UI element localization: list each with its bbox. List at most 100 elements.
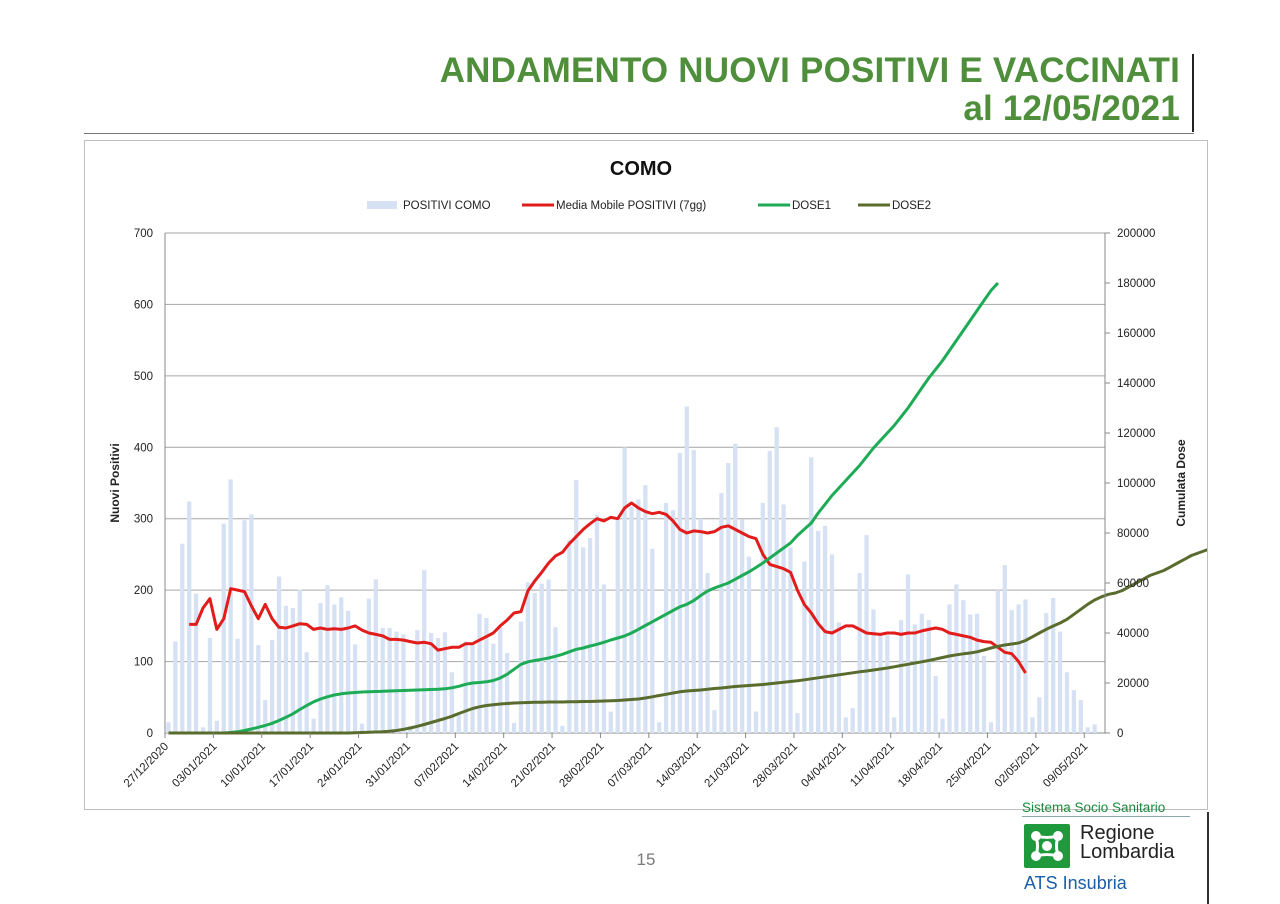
y2-tick-label: 120000: [1117, 428, 1155, 440]
bar: [912, 624, 918, 733]
rosa-camuna-icon: [1024, 824, 1070, 868]
bar: [311, 718, 316, 733]
y2-tick-label: 140000: [1117, 378, 1155, 390]
bar: [816, 530, 821, 733]
bar: [601, 584, 607, 733]
bar: [643, 485, 648, 733]
bar: [256, 645, 261, 733]
bar: [774, 427, 779, 733]
bar: [850, 708, 855, 733]
y2-axis-title: Cumulata Dose: [1174, 439, 1188, 527]
bar: [504, 653, 510, 733]
bar: [898, 620, 904, 733]
bar: [235, 638, 240, 733]
bar: [263, 700, 268, 733]
bar: [587, 538, 593, 733]
y2-tick-label: 180000: [1117, 278, 1155, 290]
bar: [373, 579, 378, 733]
bar: [242, 520, 247, 733]
bar: [200, 727, 206, 733]
bar: [753, 711, 759, 733]
chart-svg: 0 100 200 300 400 500 600 700 0 20000 40000 60000 80…: [108, 158, 1207, 790]
bar: [491, 643, 496, 733]
bar: [940, 718, 945, 733]
bar: [802, 561, 807, 733]
header-divider: [84, 133, 1194, 134]
bar: [636, 499, 641, 733]
bar: [532, 593, 537, 733]
bar: [304, 652, 309, 733]
logo-name-line1: Regione: [1080, 822, 1155, 844]
bar: [346, 610, 351, 733]
bar: [1023, 599, 1028, 733]
logo-name: Regione Lombardia: [1080, 822, 1175, 863]
bar: [581, 547, 586, 733]
y-tick-label: 0: [147, 728, 153, 740]
bar: [1051, 598, 1056, 733]
y2-tick-label: 100000: [1117, 478, 1155, 490]
bar: [857, 573, 862, 733]
y-tick-label: 600: [134, 299, 153, 311]
bar: [781, 504, 786, 733]
bar: [878, 633, 883, 733]
bar: [525, 582, 531, 733]
bar: [325, 585, 330, 733]
bar: [359, 723, 365, 733]
bar: [670, 510, 676, 733]
y-tick-label: 100: [134, 657, 153, 669]
x-tick-label: 25/04/2021: [944, 741, 993, 790]
bar: [809, 457, 814, 733]
bar: [767, 450, 772, 733]
logo-name-line2: Lombardia: [1080, 841, 1175, 863]
bar: [1057, 631, 1063, 733]
x-tick-label: 04/04/2021: [799, 741, 848, 790]
bar: [428, 633, 434, 733]
bar: [926, 620, 931, 733]
bar: [905, 574, 911, 733]
x-tick-label: 17/01/2021: [267, 741, 316, 790]
bar: [449, 672, 454, 733]
bar: [435, 638, 441, 733]
page-number: 15: [636, 850, 656, 869]
y2-tick-label: 200000: [1117, 228, 1155, 240]
bar: [166, 722, 171, 733]
bar: [1092, 724, 1097, 733]
legend-label: DOSE1: [792, 200, 831, 212]
x-tick-label: 10/01/2021: [219, 741, 268, 790]
bar: [733, 443, 738, 733]
bar: [276, 576, 282, 733]
legend-label: DOSE2: [892, 200, 931, 212]
y2-tick-label: 60000: [1117, 578, 1149, 590]
bar: [442, 632, 448, 733]
bar: [1064, 672, 1070, 733]
y-tick-label: 200: [134, 585, 153, 597]
bar: [1016, 604, 1021, 733]
bar: [684, 406, 689, 733]
x-tick-label: 18/04/2021: [896, 741, 945, 790]
bar: [712, 710, 717, 733]
bar: [947, 604, 952, 733]
bar: [546, 579, 551, 733]
bar: [746, 556, 752, 733]
bar: [380, 628, 385, 733]
bar: [629, 506, 634, 733]
bar: [843, 717, 848, 733]
bar: [719, 493, 724, 733]
y-tick-label: 500: [134, 371, 153, 383]
bar: [366, 598, 372, 733]
bar: [387, 628, 392, 733]
bar: [290, 608, 296, 733]
bar: [657, 722, 662, 733]
x-tick-label: 21/03/2021: [703, 741, 752, 790]
bar: [269, 640, 275, 733]
bar: [352, 644, 358, 733]
bar: [1037, 697, 1042, 733]
bar: [836, 622, 842, 733]
y-tick-label: 400: [134, 442, 153, 454]
legend-label: POSITIVI COMO: [403, 200, 491, 212]
bar: [760, 503, 766, 733]
bar: [1002, 565, 1007, 733]
legend-swatch: [367, 201, 397, 209]
bar: [1078, 700, 1083, 733]
bar: [919, 613, 924, 733]
